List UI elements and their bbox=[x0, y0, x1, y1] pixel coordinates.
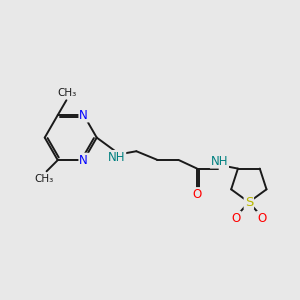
Text: S: S bbox=[245, 196, 253, 209]
Text: CH₃: CH₃ bbox=[34, 174, 54, 184]
Text: O: O bbox=[231, 212, 241, 225]
Text: N: N bbox=[80, 154, 88, 166]
Text: O: O bbox=[192, 188, 202, 201]
Text: N: N bbox=[80, 109, 88, 122]
Text: NH: NH bbox=[211, 154, 228, 168]
Text: CH₃: CH₃ bbox=[57, 88, 76, 98]
Text: O: O bbox=[257, 212, 266, 225]
Text: NH: NH bbox=[108, 151, 125, 164]
